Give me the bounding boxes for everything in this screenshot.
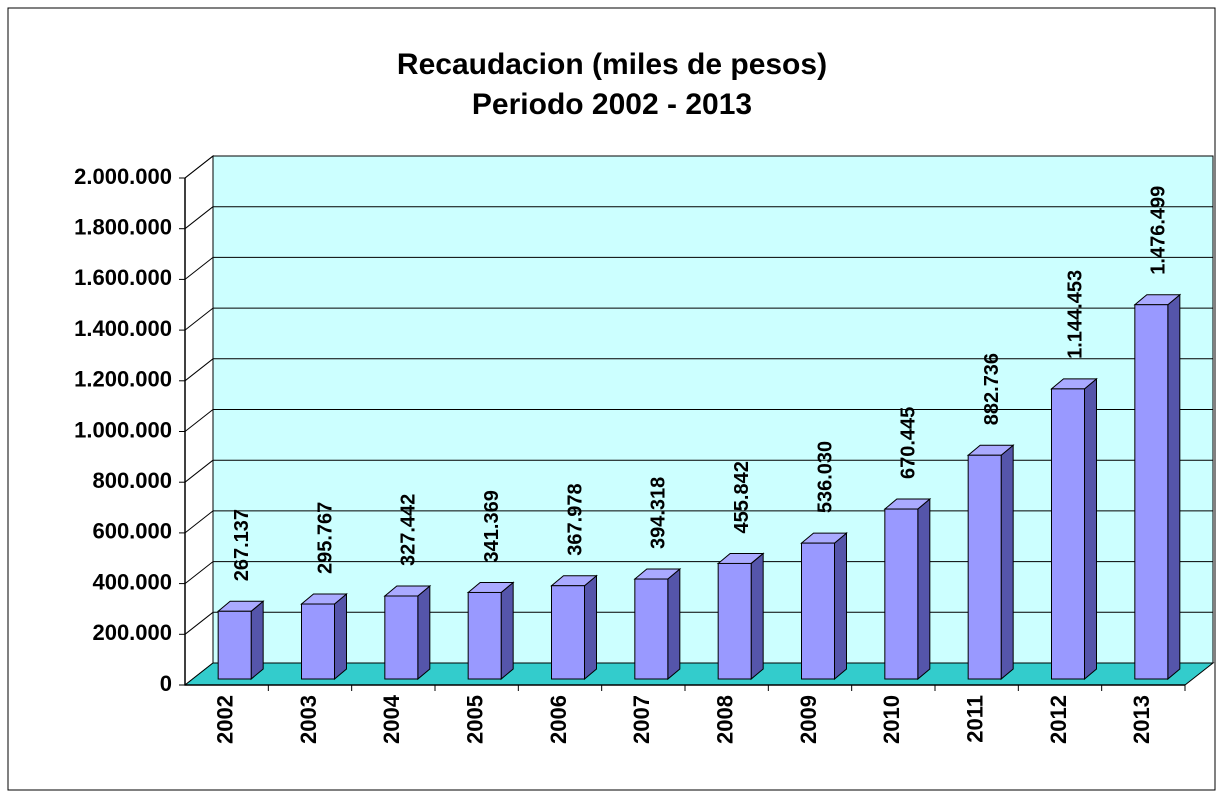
side-grid-line: [184, 257, 214, 280]
chart-subtitle: Periodo 2002 - 2013: [472, 88, 752, 121]
x-tick-label: 2012: [1046, 695, 1071, 744]
y-tick-label: 1.200.000: [74, 367, 172, 392]
y-tick-label: 400.000: [92, 569, 172, 594]
x-tick-label: 2002: [212, 695, 237, 744]
value-label: 1.144.453: [1064, 270, 1086, 359]
bar: [717, 562, 752, 680]
x-tick-label: 2003: [296, 695, 321, 744]
side-grid-line: [184, 307, 214, 331]
side-grid-line: [184, 155, 214, 179]
bar: [551, 585, 585, 680]
x-tick-label: 2009: [796, 695, 821, 744]
y-tick-label: 0: [160, 671, 172, 696]
bar: [884, 508, 919, 680]
value-label: 1.476.499: [1148, 186, 1170, 275]
y-tick-label: 200.000: [92, 620, 172, 645]
bar: [967, 454, 1002, 680]
bar-side: [750, 552, 764, 681]
y-tick-label: 1.600.000: [74, 265, 172, 290]
x-tick-label: 2013: [1129, 695, 1154, 744]
bar-side: [917, 497, 931, 681]
value-label: 670.445: [898, 407, 920, 479]
side-grid-line: [184, 510, 214, 534]
bar-side: [1000, 444, 1014, 681]
bar: [1051, 388, 1085, 680]
chart-title: Recaudacion (miles de pesos): [397, 48, 827, 81]
value-label: 295.767: [314, 502, 336, 574]
bar-side: [1084, 377, 1097, 681]
bar: [467, 591, 502, 680]
value-label: 327.442: [398, 494, 420, 566]
side-grid-line: [184, 459, 214, 483]
value-label: 267.137: [231, 509, 253, 581]
bar: [301, 603, 335, 680]
x-tick-label: 2006: [546, 695, 571, 744]
y-tick-label: 800.000: [92, 468, 172, 493]
bar-side: [334, 592, 347, 681]
bar-side: [417, 584, 431, 681]
bar-side: [834, 532, 847, 681]
value-label: 394.318: [648, 477, 670, 549]
y-tick-label: 2.000.000: [74, 164, 172, 189]
x-tick-label: 2008: [712, 695, 737, 744]
bar-side: [500, 581, 514, 681]
bar: [801, 542, 835, 680]
x-tick-label: 2007: [629, 695, 654, 744]
side-grid-line: [184, 358, 214, 382]
y-tick-label: 1.800.000: [74, 215, 172, 240]
bar: [1134, 304, 1169, 680]
y-tick-label: 600.000: [92, 519, 172, 544]
side-grid-line: [184, 561, 214, 584]
value-label: 455.842: [731, 461, 753, 533]
value-label: 536.030: [814, 441, 836, 513]
value-label: 882.736: [981, 353, 1003, 425]
x-tick-label: 2011: [962, 695, 987, 743]
value-label: 341.369: [481, 490, 503, 562]
x-tick-label: 2010: [879, 695, 904, 744]
y-tick-label: 1.000.000: [74, 417, 172, 442]
x-tick-label: 2005: [462, 695, 487, 744]
bar-side: [250, 600, 264, 681]
bar-side: [1167, 293, 1181, 681]
side-grid-line: [184, 611, 214, 635]
y-tick-label: 1.400.000: [74, 316, 172, 341]
value-label: 367.978: [564, 483, 586, 555]
bar: [634, 578, 669, 680]
bar-side: [667, 567, 681, 681]
bar-side: [584, 574, 597, 681]
side-grid-line: [184, 206, 214, 230]
side-grid-line: [184, 409, 214, 432]
bar: [384, 595, 419, 680]
x-tick-label: 2004: [379, 694, 404, 744]
bar: [217, 610, 252, 680]
